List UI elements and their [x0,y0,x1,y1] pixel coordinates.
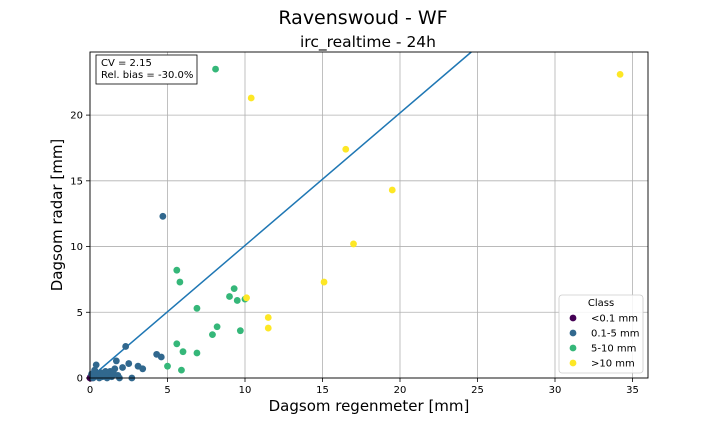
legend-frame [558,294,644,374]
data-point [119,364,126,371]
data-point [179,348,187,356]
data-point [92,361,100,369]
x-tick-label: 5 [164,385,170,396]
x-axis-label: Dagsom regenmeter [mm] [269,397,470,415]
data-point [388,186,396,194]
data-point [264,324,272,332]
data-point [159,212,167,220]
data-point [226,293,233,300]
legend-marker [569,329,577,337]
x-tick-label: 0 [87,385,93,396]
data-point [209,331,216,339]
legend-marker [569,314,577,322]
legend-label: <0.1 mm [591,314,638,325]
y-axis-label: Dagsom radar [mm] [48,139,66,292]
stats-cv: CV = 2.15 [101,58,152,69]
data-point [157,353,165,361]
data-point [122,343,130,350]
x-axis-ticks: 0 5 10 15 20 25 30 35 [87,378,639,396]
data-point [342,145,350,153]
data-point [125,360,133,367]
legend-label: >10 mm [591,359,635,370]
chart-subtitle: irc_realtime - 24h [300,33,436,52]
x-tick-label: 15 [316,385,329,396]
data-point [212,65,219,73]
legend-marker [569,344,577,352]
legend-marker [569,359,577,367]
y-tick-label: 0 [77,374,83,385]
data-point [164,362,171,370]
data-point [350,240,357,248]
data-point [213,323,221,331]
data-point [264,314,272,321]
stats-rel-bias: Rel. bias = -30.0% [101,70,193,81]
y-tick-label: 15 [70,176,83,187]
data-point [111,365,119,373]
x-tick-label: 30 [549,385,562,396]
data-point [139,365,147,373]
y-axis-ticks: 0 5 10 15 20 [70,111,90,385]
data-point [178,366,185,374]
stats-box-frame [95,54,198,85]
plot-frame [89,51,649,379]
data-points [86,65,624,382]
legend-items: <0.1 mm 0.1-5 mm 5-10 mm >10 mm [569,314,640,370]
data-point [320,278,328,286]
data-point [236,327,244,335]
stats-box: CV = 2.15 Rel. bias = -30.0% [95,54,198,85]
data-point [112,357,120,365]
data-point [173,340,181,348]
y-tick-label: 5 [77,308,83,319]
data-point [230,285,238,293]
x-tick-label: 25 [471,385,484,396]
y-tick-label: 20 [70,111,83,122]
data-point [91,366,99,374]
chart-title: Ravenswoud - WF [278,7,447,29]
x-tick-label: 10 [239,385,252,396]
x-tick-label: 35 [626,385,639,396]
x-tick-label: 20 [394,385,407,396]
legend-title: Class [588,298,614,309]
y-tick-label: 10 [70,242,83,253]
data-point [243,294,250,302]
legend: Class <0.1 mm 0.1-5 mm 5-10 mm >10 mm [558,294,644,374]
one-to-one-line [89,51,472,379]
legend-label: 5-10 mm [591,344,636,355]
data-point [247,94,255,102]
data-point [193,349,201,357]
data-point [233,297,241,304]
legend-label: 0.1-5 mm [591,329,640,340]
data-point [173,266,181,274]
data-point [616,70,624,78]
data-point [193,304,201,312]
data-point [176,278,184,286]
